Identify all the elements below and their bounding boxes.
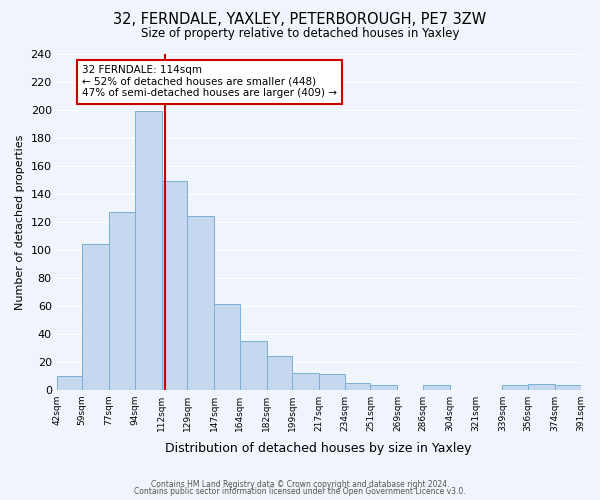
Bar (135, 112, 162, 390)
Bar (345, 382, 370, 390)
Bar (267, 356, 292, 390)
Bar (423, 386, 450, 390)
Bar (214, 304, 240, 390)
Text: 32, FERNDALE, YAXLEY, PETERBOROUGH, PE7 3ZW: 32, FERNDALE, YAXLEY, PETERBOROUGH, PE7 … (113, 12, 487, 28)
Bar (82, 244, 109, 390)
Bar (162, 182, 187, 390)
Bar (370, 386, 397, 390)
Bar (187, 216, 214, 390)
Bar (292, 373, 319, 390)
Text: Contains public sector information licensed under the Open Government Licence v3: Contains public sector information licen… (134, 487, 466, 496)
Text: Contains HM Land Registry data © Crown copyright and database right 2024.: Contains HM Land Registry data © Crown c… (151, 480, 449, 489)
X-axis label: Distribution of detached houses by size in Yaxley: Distribution of detached houses by size … (166, 442, 472, 455)
Bar (56, 376, 82, 390)
Bar (528, 384, 555, 390)
Y-axis label: Number of detached properties: Number of detached properties (15, 134, 25, 310)
Bar (555, 386, 581, 390)
Bar (109, 212, 135, 390)
Text: Size of property relative to detached houses in Yaxley: Size of property relative to detached ho… (141, 28, 459, 40)
Bar (240, 340, 267, 390)
Bar (319, 374, 345, 390)
Bar (502, 386, 528, 390)
Text: 32 FERNDALE: 114sqm
← 52% of detached houses are smaller (448)
47% of semi-detac: 32 FERNDALE: 114sqm ← 52% of detached ho… (82, 65, 337, 98)
